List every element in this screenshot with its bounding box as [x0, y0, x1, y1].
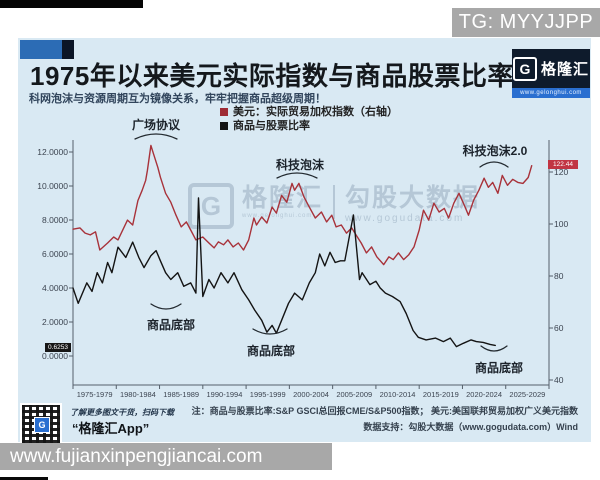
watermark: G 格隆汇 www.gelonghui.com 勾股大数据 www.goguda…: [188, 183, 480, 229]
title-decoration-blue: [20, 40, 62, 59]
y-left-tick-label: 6.0000: [42, 249, 68, 259]
y-left-tick-label: 10.0000: [37, 181, 68, 191]
y-right-tick-label: 100: [554, 219, 569, 229]
watermark-brand-url: www.gelonghui.com: [242, 213, 313, 219]
watermark-name: 勾股大数据: [345, 184, 481, 212]
bottom-url-bar: www.fujianxinpengjiancai.com: [0, 443, 332, 470]
footnote-data-source: 数据支持：勾股大数据（www.gogudata.com）Wind: [363, 422, 578, 432]
qr-caption: 了解更多图文干货，扫码下载: [70, 408, 174, 417]
logo-g-icon: G: [512, 56, 537, 81]
x-tick-label: 2020-2024: [466, 390, 503, 399]
footnote-definitions: 注：商品与股票比率:S&P GSCI总回报CME/S&P500指数； 美元:美国…: [191, 406, 578, 416]
app-name: “格隆汇App”: [72, 421, 150, 436]
y-left-tick-label: 12.0000: [37, 147, 68, 157]
x-tick-label: 1990-1994: [206, 390, 243, 399]
usd-last-value-badge: 122.44: [548, 160, 578, 169]
qr-center-g-icon: G: [34, 417, 50, 433]
y-right-tick-label: 120: [554, 167, 569, 177]
x-tick-label: 2000-2004: [293, 390, 329, 399]
legend-item-ratio: 商品与股票比率: [220, 119, 398, 133]
watermark-g-icon: G: [188, 183, 234, 229]
watermark-divider: [333, 185, 336, 219]
annotation-label: 商品底部: [246, 344, 296, 358]
annotation-label: 商品底部: [146, 318, 196, 332]
legend-swatch-usd-icon: [220, 108, 228, 116]
logo-brand-name: 格隆汇: [540, 61, 589, 78]
page-subtitle: 科网泡沫与资源周期互为镜像关系，牢牢把握商品超级周期！: [29, 93, 326, 105]
chart-legend: 美元：实际贸易加权指数（右轴） 商品与股票比率: [220, 105, 398, 133]
annotation-label: 广场协议: [131, 118, 181, 132]
watermark-url: www.gogudata.com: [345, 213, 465, 224]
gelonghui-logo: G 格隆汇: [512, 49, 590, 88]
logo-website-url: www.gelonghui.com: [512, 88, 590, 98]
legend-item-usd: 美元：实际贸易加权指数（右轴）: [220, 105, 398, 119]
bottom-url-text: www.fujianxinpengjiancai.com: [10, 446, 263, 467]
x-tick-label: 1975-1979: [76, 390, 113, 399]
annotation-label: 商品底部: [474, 361, 524, 375]
legend-label-usd: 美元：实际贸易加权指数（右轴）: [233, 106, 398, 118]
title-decoration-dark: [62, 40, 74, 59]
y-left-tick-label: 8.0000: [42, 215, 68, 225]
x-tick-label: 1995-1999: [249, 390, 286, 399]
y-left-tick-label: 4.0000: [42, 283, 68, 293]
y-left-tick-label: 0.0000: [42, 351, 68, 361]
page-title: 1975年以来美元实际指数与商品股票比率走势: [30, 61, 567, 91]
bottom-black-sliver: [0, 477, 48, 480]
x-tick-label: 2010-2014: [379, 390, 416, 399]
ratio-last-value-badge: 0.6253: [45, 343, 71, 352]
x-tick-label: 2015-2019: [422, 390, 459, 399]
telegram-tag: TG: MYYJJPP: [452, 8, 600, 37]
annotation-label: 科技泡沫2.0: [462, 144, 528, 158]
x-tick-label: 1980-1984: [119, 390, 156, 399]
x-tick-label: 2025-2029: [509, 390, 546, 399]
watermark-brand: 格隆汇: [242, 184, 324, 212]
y-right-tick-label: 40: [554, 375, 564, 385]
y-right-tick-label: 80: [554, 271, 564, 281]
y-right-tick-label: 60: [554, 323, 564, 333]
legend-label-ratio: 商品与股票比率: [233, 120, 310, 132]
top-left-black-strip: [0, 0, 143, 8]
x-tick-label: 2005-2009: [336, 390, 373, 399]
legend-swatch-ratio-icon: [220, 122, 228, 130]
x-tick-label: 1985-1989: [163, 390, 200, 399]
annotation-label: 科技泡沫: [275, 158, 325, 172]
y-left-tick-label: 2.0000: [42, 317, 68, 327]
